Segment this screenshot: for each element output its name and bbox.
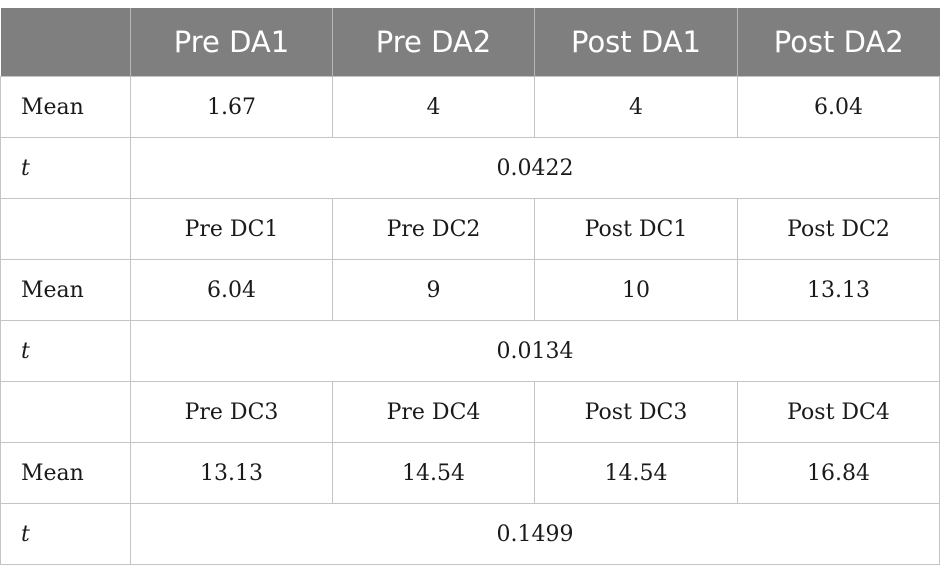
mean-value: 13.13	[737, 259, 940, 321]
header-cell-empty	[0, 8, 131, 77]
mean-value: 14.54	[332, 442, 535, 504]
mean-value: 6.04	[130, 259, 333, 321]
t-label: t	[0, 320, 131, 382]
mean-value: 14.54	[534, 442, 738, 504]
subheader-cell: Pre DC3	[130, 381, 333, 443]
mean-value: 6.04	[737, 76, 940, 138]
mean-value: 16.84	[737, 442, 940, 504]
t-row: t 0.0134	[0, 320, 940, 382]
t-value: 0.0134	[130, 320, 940, 382]
subheader-cell: Pre DC4	[332, 381, 535, 443]
mean-row: Mean 1.67 4 4 6.04	[0, 76, 940, 138]
table-header-row: Pre DA1 Pre DA2 Post DA1 Post DA2	[0, 8, 940, 77]
statistics-table: Pre DA1 Pre DA2 Post DA1 Post DA2 Mean 1…	[0, 8, 940, 565]
t-value: 0.0422	[130, 137, 940, 199]
mean-label: Mean	[0, 442, 131, 504]
subheader-cell: Pre DC2	[332, 198, 535, 260]
subheader-cell: Post DC1	[534, 198, 738, 260]
t-label: t	[0, 503, 131, 565]
subheader-empty-cell	[0, 381, 131, 443]
subheader-cell: Pre DC1	[130, 198, 333, 260]
subheader-empty-cell	[0, 198, 131, 260]
mean-value: 4	[534, 76, 738, 138]
mean-label: Mean	[0, 259, 131, 321]
mean-value: 1.67	[130, 76, 333, 138]
header-cell-pre-da1: Pre DA1	[130, 8, 333, 77]
t-label: t	[0, 137, 131, 199]
subheader-cell: Post DC2	[737, 198, 940, 260]
subheader-cell: Post DC3	[534, 381, 738, 443]
subheader-row: Pre DC1 Pre DC2 Post DC1 Post DC2	[0, 198, 940, 260]
header-cell-post-da2: Post DA2	[737, 8, 940, 77]
mean-row: Mean 13.13 14.54 14.54 16.84	[0, 442, 940, 504]
mean-row: Mean 6.04 9 10 13.13	[0, 259, 940, 321]
mean-value: 10	[534, 259, 738, 321]
subheader-row: Pre DC3 Pre DC4 Post DC3 Post DC4	[0, 381, 940, 443]
t-row: t 0.1499	[0, 503, 940, 565]
t-row: t 0.0422	[0, 137, 940, 199]
mean-value: 4	[332, 76, 535, 138]
mean-label: Mean	[0, 76, 131, 138]
header-cell-pre-da2: Pre DA2	[332, 8, 535, 77]
subheader-cell: Post DC4	[737, 381, 940, 443]
header-cell-post-da1: Post DA1	[534, 8, 738, 77]
t-value: 0.1499	[130, 503, 940, 565]
mean-value: 9	[332, 259, 535, 321]
mean-value: 13.13	[130, 442, 333, 504]
